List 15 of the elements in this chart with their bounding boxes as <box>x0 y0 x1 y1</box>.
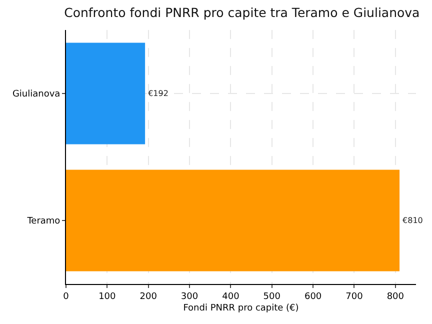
data-label: €810 <box>402 216 423 225</box>
chart-title: Confronto fondi PNRR pro capite tra Teramo e Giulianova <box>64 4 420 20</box>
x-axis-title: Fondi PNRR pro capite (€) <box>183 304 299 314</box>
x-tick-label: 0 <box>63 292 70 302</box>
x-tick-label: 200 <box>140 292 158 302</box>
x-tick-label: 500 <box>263 292 281 302</box>
y-tick-label: Giulianova <box>12 90 60 100</box>
x-tick-label: 400 <box>222 292 240 302</box>
data-label: €192 <box>148 89 168 98</box>
x-tick-label: 100 <box>98 292 116 302</box>
y-tick-label: Teramo <box>26 216 61 227</box>
x-tick-label: 600 <box>304 292 322 302</box>
x-tick-label: 700 <box>346 292 364 302</box>
x-tick-label: 300 <box>180 292 198 302</box>
x-tick-label: 800 <box>386 292 404 302</box>
